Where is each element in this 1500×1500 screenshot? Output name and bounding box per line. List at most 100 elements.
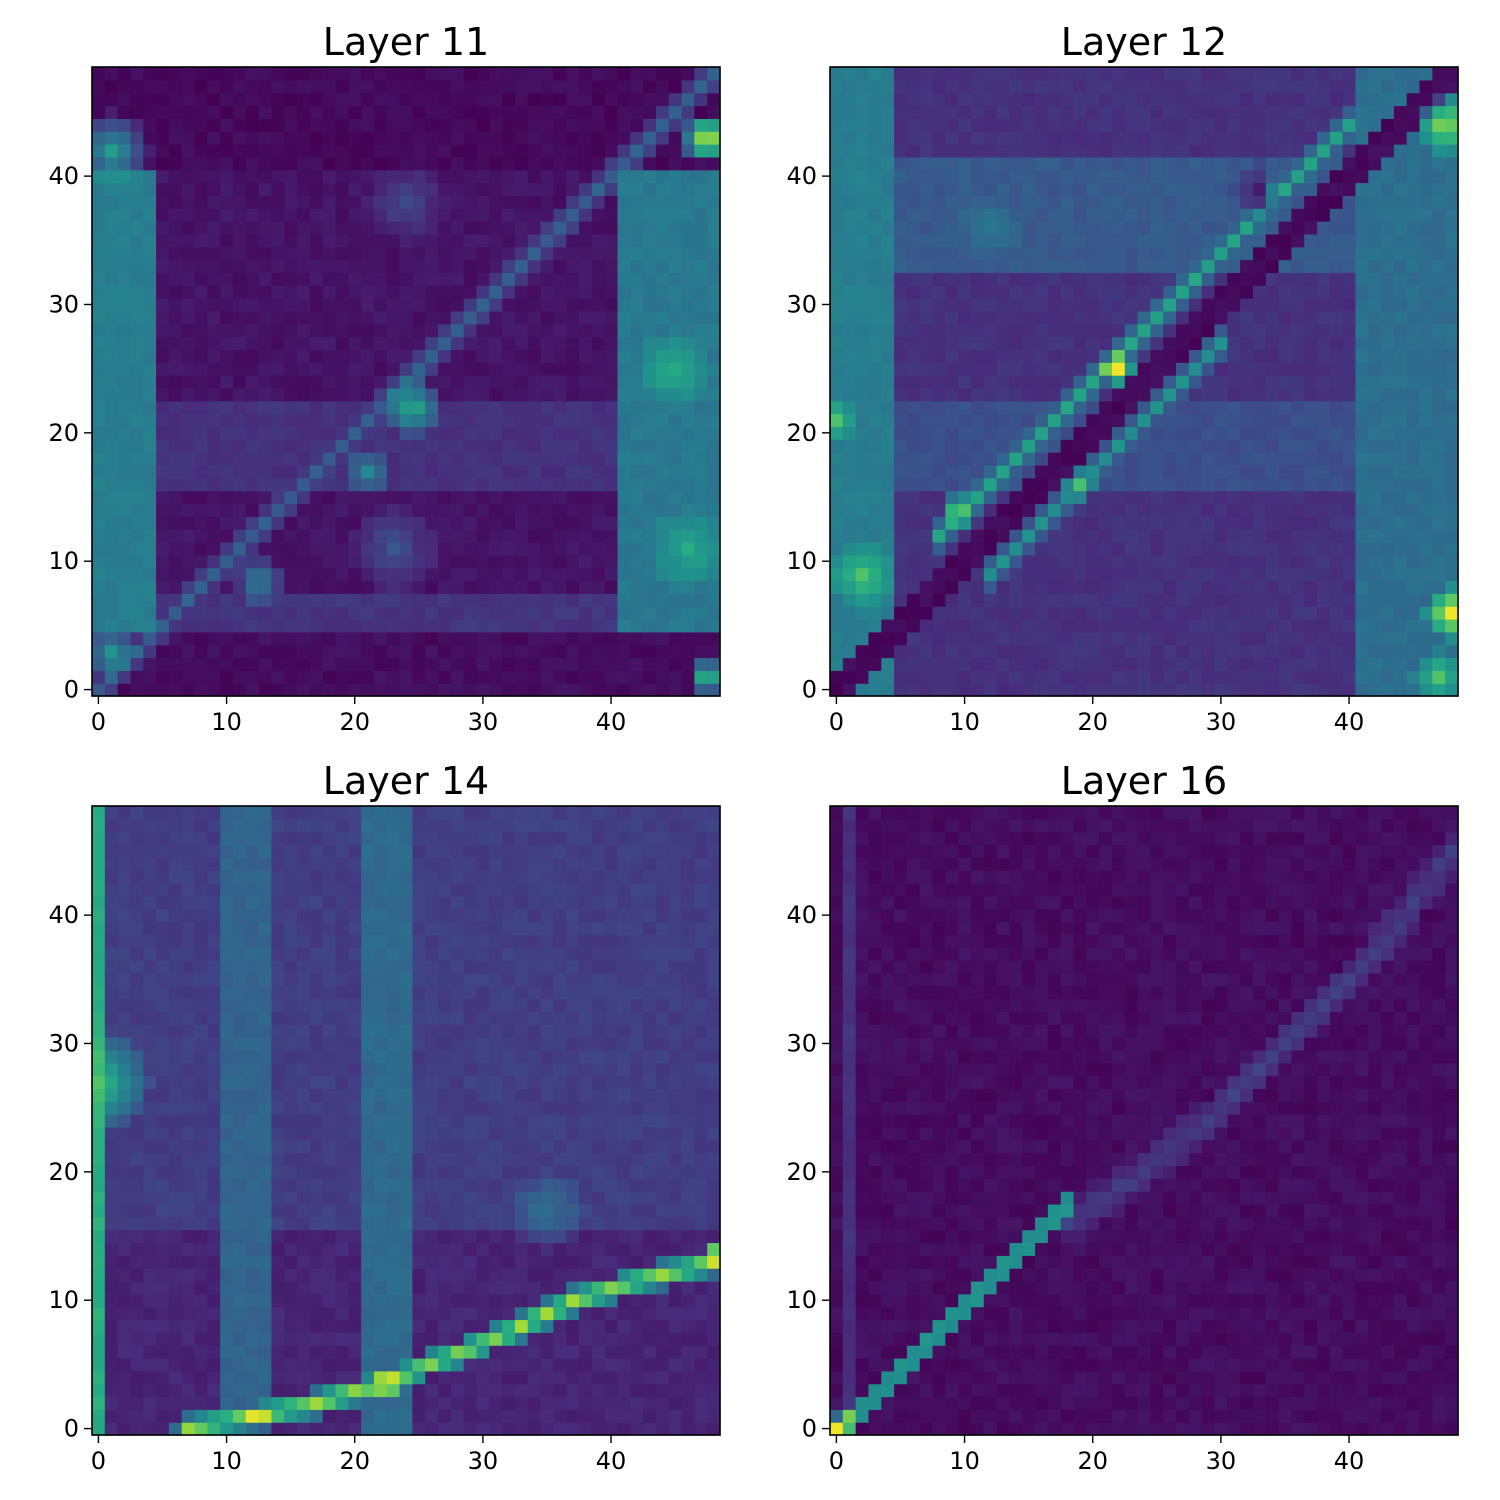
heatmap-cell [399,246,414,261]
heatmap-cell [335,644,349,659]
heatmap-cell [527,554,542,569]
heatmap-cell [617,285,631,299]
heatmap-cell [399,195,414,209]
heatmap-cell [707,118,721,132]
heatmap-cell [566,298,580,312]
heatmap-cell [1086,131,1100,145]
heatmap-cell [514,298,529,312]
heatmap-cell [617,105,631,119]
heatmap-cell [309,375,324,389]
heatmap-cell [220,567,234,582]
heatmap-cell [117,387,132,402]
heatmap-cell [1432,336,1446,351]
heatmap-cell [983,554,998,569]
heatmap-cell [681,413,695,428]
heatmap-cell [322,464,337,479]
heatmap-cell [566,529,580,543]
heatmap-cell [970,156,985,171]
heatmap-cell [373,631,388,646]
heatmap-cell [514,1396,529,1410]
heatmap-cell [1137,118,1152,132]
heatmap-cell [399,272,414,286]
heatmap-cell [232,362,247,376]
heatmap-cell [1163,464,1177,479]
heatmap-cell [297,529,311,543]
heatmap-cell [143,195,157,209]
heatmap-cell [335,426,349,440]
heatmap-cell [463,156,478,171]
heatmap-cell [386,233,401,248]
heatmap-cell [983,657,998,671]
heatmap-cell [1214,439,1228,453]
heatmap-cell [566,169,580,184]
heatmap-cell [958,477,972,492]
heatmap-cell [245,554,260,569]
heatmap-cell [1060,131,1075,145]
heatmap-cell [322,1422,337,1436]
heatmap-cell [1393,439,1408,453]
heatmap-cell [1355,144,1369,158]
heatmap-cell [1381,105,1395,119]
heatmap-cell [92,567,106,582]
heatmap-cell [156,426,170,440]
heatmap-cell [1047,618,1062,633]
heatmap-cell [489,580,503,594]
heatmap-cell [502,657,516,671]
heatmap-cell [1124,362,1139,376]
heatmap-cell [1086,567,1100,582]
heatmap-cell [707,169,721,184]
heatmap-cell [894,606,908,620]
heatmap-cell [566,285,580,299]
heatmap-cell [1214,426,1228,440]
heatmap-cell [1047,670,1062,684]
heatmap-cell [1432,92,1446,107]
heatmap-cell [932,349,946,363]
heatmap-cell [297,221,311,235]
heatmap-cell [1176,182,1190,196]
heatmap-cell [1278,477,1292,492]
heatmap-cell [1240,92,1254,107]
heatmap-cell [399,541,414,556]
heatmap-cell [489,246,503,261]
heatmap-cell [1188,503,1203,517]
heatmap-cell [1368,464,1382,479]
heatmap-cell [373,1409,388,1423]
heatmap-cell [579,195,593,209]
heatmap-cell [830,541,844,556]
heatmap-cell [958,426,972,440]
heatmap-cell [830,105,844,119]
heatmap-cell [527,208,542,222]
heatmap-cell [1278,144,1292,158]
heatmap-cell [463,233,478,248]
heatmap-cell [156,195,170,209]
heatmap-cell [1381,426,1395,440]
heatmap-cell [309,233,324,248]
heatmap-cell [1265,144,1280,158]
heatmap-cell [681,490,695,505]
heatmap-cell [579,310,593,325]
heatmap-cell [284,657,298,671]
heatmap-cell [322,156,337,171]
heatmap-cell [668,105,683,119]
heatmap-cell [117,349,132,363]
heatmap-cell [1188,259,1203,273]
heatmap-cell [130,259,144,273]
heatmap-cell [1124,554,1139,569]
heatmap-cell [919,400,934,415]
heatmap-cell [463,105,478,119]
heatmap-cell [1124,464,1139,479]
heatmap-cell [130,631,144,646]
heatmap-cell [220,208,234,222]
heatmap-cell [540,336,554,351]
heatmap-cell [1009,683,1023,697]
heatmap-cell [707,644,721,659]
heatmap-cell [868,182,882,196]
heatmap-cell [1111,490,1126,505]
heatmap-cell [566,246,580,261]
heatmap-cell [143,1422,157,1436]
heatmap-cell [1111,118,1126,132]
heatmap-cell [271,644,285,659]
heatmap-cell [1240,631,1254,646]
heatmap-cell [1278,606,1292,620]
heatmap-cell [591,259,606,273]
